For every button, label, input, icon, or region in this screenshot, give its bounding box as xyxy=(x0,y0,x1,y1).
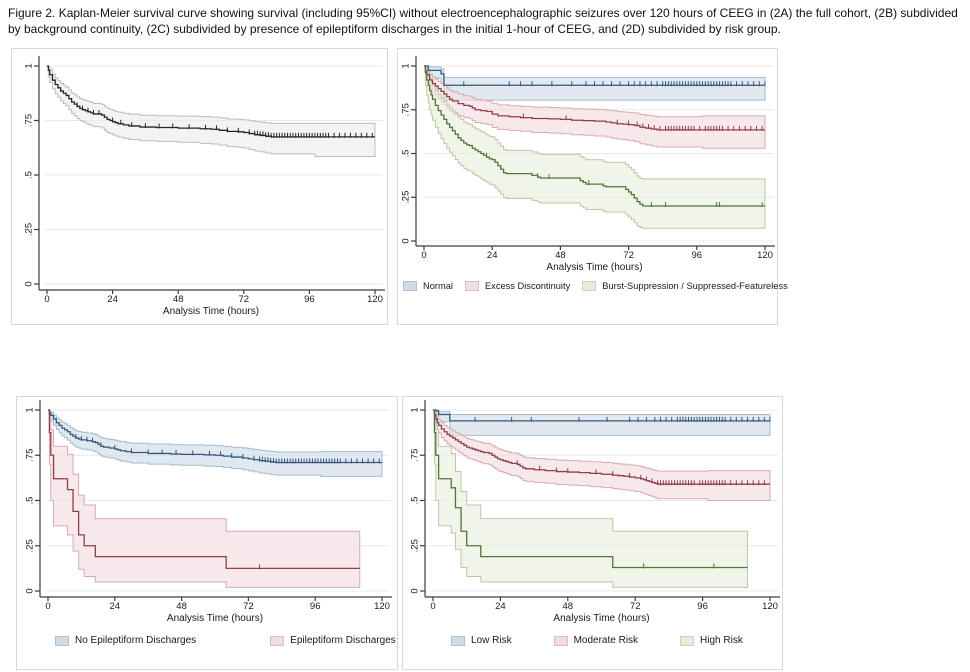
legend-swatch xyxy=(55,635,69,646)
legend-label: Epileptiform Discharges xyxy=(290,635,396,646)
survival-curve xyxy=(433,409,748,569)
x-tick-label: 72 xyxy=(243,601,254,612)
legend: No Epileptiform Discharges Epileptiform D… xyxy=(17,635,435,646)
x-axis-title: Analysis Time (hours) xyxy=(546,262,642,273)
y-tick-label: .75 xyxy=(410,449,421,462)
legend-item: High Risk xyxy=(680,635,743,646)
legend-swatch xyxy=(582,281,597,291)
x-tick-label: 0 xyxy=(44,294,49,305)
x-axis-title: Analysis Time (hours) xyxy=(163,306,259,317)
legend-item: Excess Discontinuity xyxy=(464,281,571,291)
y-tick-label: .25 xyxy=(401,191,412,204)
x-tick-label: 48 xyxy=(563,601,574,612)
y-tick-label: 0 xyxy=(401,238,412,243)
legend: Normal Excess Discontinuity Burst-Suppress… xyxy=(398,281,788,291)
y-tick-label: .25 xyxy=(24,223,35,236)
x-tick-label: 48 xyxy=(173,294,184,305)
legend-label: Moderate Risk xyxy=(573,635,639,646)
confidence-band xyxy=(433,409,771,501)
survival-curve xyxy=(424,65,765,86)
legend-label: Low Risk xyxy=(471,635,512,646)
y-tick-label: .25 xyxy=(25,539,36,552)
x-tick-label: 0 xyxy=(421,250,426,261)
survival-curve xyxy=(433,409,770,485)
legend-label: Burst-Suppression / Suppressed-Featurele… xyxy=(602,281,788,291)
legend-label: Excess Discontinuity xyxy=(484,281,571,291)
y-tick-label: 1 xyxy=(410,407,421,412)
legend-item: Normal xyxy=(403,281,453,291)
figure-caption: Figure 2. Kaplan-Meier survival curve sh… xyxy=(8,6,958,36)
x-tick-label: 24 xyxy=(487,250,498,261)
legend-item: Moderate Risk xyxy=(553,635,639,646)
y-tick-label: .5 xyxy=(410,497,421,505)
x-tick-label: 120 xyxy=(757,250,773,261)
x-tick-label: 72 xyxy=(623,250,634,261)
legend-item: Epileptiform Discharges xyxy=(270,635,396,646)
x-tick-label: 48 xyxy=(555,250,566,261)
x-axis-title: Analysis Time (hours) xyxy=(553,613,649,624)
legend-item: No Epileptiform Discharges xyxy=(55,635,196,646)
legend-label: High Risk xyxy=(700,635,743,646)
x-tick-label: 24 xyxy=(495,601,506,612)
y-tick-label: .75 xyxy=(25,449,36,462)
x-tick-label: 96 xyxy=(304,294,315,305)
panel-2a-full-cohort: 0 .25 .5 .75 1 0 24 48 72 96 120 Analysis Time (hou… xyxy=(11,48,388,325)
y-tick-label: 1 xyxy=(25,407,36,412)
confidence-band xyxy=(424,65,766,229)
x-axis-title: Analysis Time (hours) xyxy=(167,613,263,624)
legend: Low Risk Moderate Risk High Risk xyxy=(403,635,830,646)
legend-swatch xyxy=(403,281,417,291)
legend-label: Normal xyxy=(423,281,453,291)
km-chart-2c: 0 .25 .5 .75 1 0 24 48 72 96 120 Analysis Time (hou… xyxy=(25,400,392,624)
legend-item: Low Risk xyxy=(451,635,512,646)
confidence-band xyxy=(433,409,771,436)
x-tick-label: 96 xyxy=(692,250,703,261)
y-tick-label: 1 xyxy=(24,63,35,68)
legend-swatch xyxy=(270,635,285,646)
legend-label: No Epileptiform Discharges xyxy=(75,635,197,646)
x-tick-label: 120 xyxy=(762,601,778,612)
survival-curve xyxy=(48,409,360,570)
km-chart-2d: 0 .25 .5 .75 1 0 24 48 72 96 120 Analysis Time (hou… xyxy=(410,400,780,624)
y-tick-label: .25 xyxy=(410,539,421,552)
y-tick-label: .5 xyxy=(25,497,36,505)
legend-swatch xyxy=(553,635,568,646)
y-tick-label: 0 xyxy=(25,588,36,593)
x-tick-label: 48 xyxy=(176,601,187,612)
legend-item: Burst-Suppression / Suppressed-Featurele… xyxy=(582,281,788,291)
panel-2d-risk-group: 0 .25 .5 .75 1 0 24 48 72 96 120 Analysis Time (hou… xyxy=(402,396,783,670)
y-tick-label: 0 xyxy=(24,281,35,286)
confidence-band xyxy=(433,409,749,588)
y-tick-label: 1 xyxy=(401,63,412,68)
y-tick-label: .5 xyxy=(401,150,412,158)
panel-2c-epileptiform-discharges: 0 .25 .5 .75 1 0 24 48 72 96 120 Analysis Time (hou… xyxy=(16,396,398,670)
y-tick-label: .75 xyxy=(24,114,35,127)
legend-swatch xyxy=(451,635,465,646)
x-tick-label: 120 xyxy=(374,601,390,612)
x-tick-label: 96 xyxy=(310,601,321,612)
km-chart-2b: 0 .25 .5 .75 1 0 24 48 72 96 120 Analysis Time (hou… xyxy=(401,56,775,273)
x-tick-label: 0 xyxy=(45,601,50,612)
x-tick-label: 24 xyxy=(107,294,118,305)
survival-curve xyxy=(48,409,382,464)
legend-swatch xyxy=(464,281,479,291)
y-tick-label: 0 xyxy=(410,588,421,593)
km-chart-2a: 0 .25 .5 .75 1 0 24 48 72 96 120 Analysis Time (hou… xyxy=(24,56,385,317)
x-tick-label: 0 xyxy=(430,601,435,612)
y-tick-label: .75 xyxy=(401,103,412,116)
panel-2b-background-continuity: 0 .25 .5 .75 1 0 24 48 72 96 120 Analysis Time (hou… xyxy=(397,48,788,325)
y-tick-label: .5 xyxy=(24,171,35,179)
legend-swatch xyxy=(680,635,695,646)
survival-curve xyxy=(424,65,765,207)
confidence-band xyxy=(48,409,361,588)
x-tick-label: 72 xyxy=(239,294,250,305)
x-tick-label: 96 xyxy=(697,601,708,612)
x-tick-label: 24 xyxy=(110,601,121,612)
x-tick-label: 120 xyxy=(367,294,383,305)
confidence-band xyxy=(47,65,376,157)
x-tick-label: 72 xyxy=(630,601,641,612)
survival-curve xyxy=(433,409,770,422)
